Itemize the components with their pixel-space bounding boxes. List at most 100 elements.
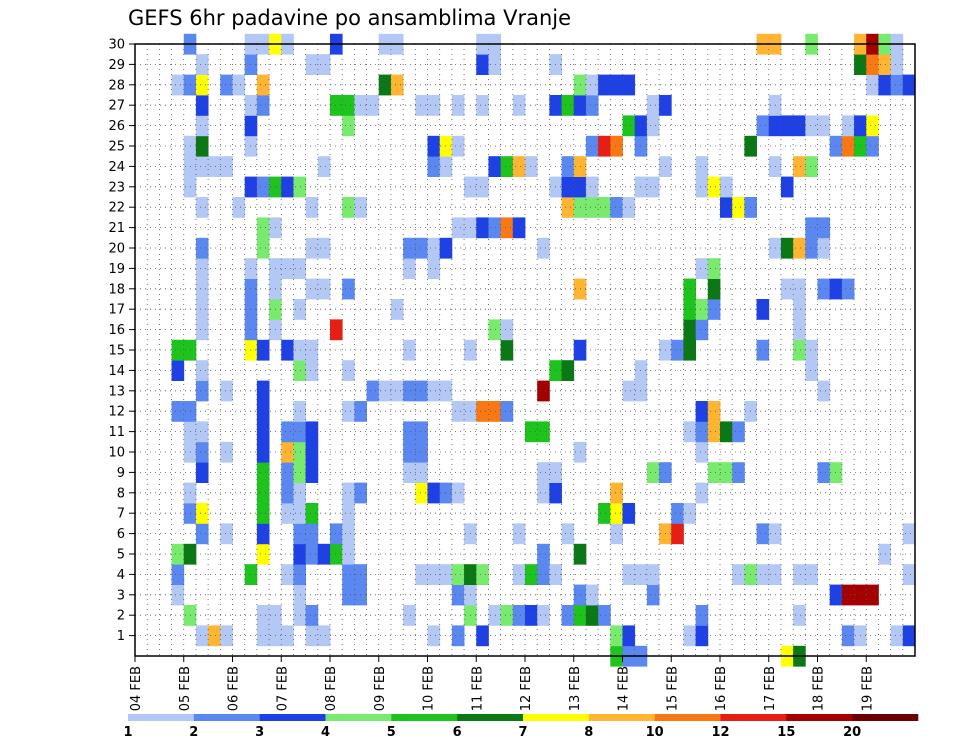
heatmap-cell (561, 605, 575, 626)
heatmap-cell (793, 299, 806, 320)
legend-swatch (654, 714, 721, 721)
heatmap-cell (342, 197, 355, 218)
y-tick-label: 22 (108, 201, 125, 216)
heatmap-cell (902, 564, 916, 585)
x-tick-label: 13 FEB (568, 666, 583, 711)
heatmap-cell (585, 135, 599, 157)
x-axis: 04 FEB 05 FEB 06 FEB 07 FEB 08 FEB 09 FEB 10 F… (129, 656, 875, 711)
heatmap-cell (683, 421, 697, 443)
heatmap-cell (610, 625, 623, 647)
heatmap-cell (622, 380, 636, 402)
heatmap-cell (293, 584, 307, 606)
heatmap-cell (451, 135, 465, 157)
legend-label: 5 (387, 725, 396, 740)
heatmap-cell (305, 503, 319, 524)
heatmap-cell (342, 401, 355, 422)
heatmap-cell (415, 421, 428, 443)
heatmap-cell (525, 421, 538, 443)
heatmap-cell (415, 380, 428, 402)
heatmap-cell (195, 625, 209, 647)
legend-swatch (720, 714, 787, 721)
heatmap-cell (317, 278, 331, 300)
heatmap-cell (305, 441, 319, 463)
heatmap-cell (171, 584, 185, 606)
heatmap-cell (622, 625, 636, 647)
heatmap-cell (195, 258, 209, 279)
heatmap-cell (415, 95, 428, 116)
y-tick-label: 27 (108, 99, 125, 114)
y-tick-label: 15 (108, 344, 125, 359)
heatmap-cell (646, 95, 660, 116)
heatmap-cell (256, 462, 270, 483)
x-tick-label: 14 FEB (617, 666, 632, 711)
heatmap-cell (305, 625, 319, 647)
heatmap-cell (878, 74, 892, 96)
heatmap-cell (707, 299, 721, 320)
heatmap-cell (695, 421, 709, 443)
heatmap-cell (451, 95, 465, 116)
y-tick-label: 26 (108, 119, 125, 134)
heatmap-cell (622, 115, 636, 137)
heatmap-cell (598, 135, 611, 157)
heatmap-cell (707, 462, 721, 483)
heatmap-cell (281, 462, 294, 483)
heatmap-cell (695, 482, 709, 504)
heatmap-cell (695, 625, 709, 647)
heatmap-cell (707, 258, 721, 279)
heatmap-cell (646, 176, 660, 198)
heatmap-cell (220, 74, 233, 96)
heatmap-cell (195, 503, 209, 524)
heatmap-cell (476, 217, 489, 239)
heatmap-cell (805, 360, 818, 381)
heatmap-cell (427, 482, 441, 504)
heatmap-cell (732, 564, 745, 585)
heatmap-cell (732, 197, 745, 218)
heatmap-cell (500, 605, 514, 626)
heatmap-cell (500, 401, 514, 422)
heatmap-cell (305, 605, 319, 626)
y-tick-label: 16 (108, 323, 125, 338)
heatmap-cell (281, 564, 294, 585)
heatmap-cell (171, 74, 185, 96)
legend-label: 8 (584, 725, 593, 740)
heatmap-cell (451, 482, 465, 504)
heatmap-cell (512, 95, 526, 116)
heatmap-cell (902, 625, 916, 647)
x-tick-label: 19 FEB (860, 666, 875, 711)
heatmap-cell (293, 176, 307, 198)
heatmap-cell (195, 462, 209, 483)
legend-label: 2 (189, 725, 198, 740)
heatmap-cell (305, 523, 319, 545)
heatmap-cell (305, 462, 319, 483)
heatmap-cell (281, 625, 294, 647)
heatmap-cell (512, 564, 526, 585)
heatmap-cell (683, 503, 697, 524)
heatmap-cell (585, 74, 599, 96)
y-tick-label: 14 (108, 364, 125, 379)
y-tick-label: 18 (108, 282, 125, 297)
heatmap-cell (293, 503, 307, 524)
grid-lines (135, 43, 915, 656)
y-tick-label: 21 (108, 221, 125, 236)
x-tick-label: 09 FEB (373, 666, 388, 711)
heatmap-cell (317, 625, 331, 647)
heatmap-cell (256, 605, 270, 626)
heatmap-cell (171, 401, 185, 422)
heatmap-cell (720, 421, 733, 443)
x-tick-label: 16 FEB (714, 666, 729, 711)
heatmap-cell (342, 115, 355, 137)
heatmap-cell (403, 441, 416, 463)
heatmap-cell (305, 54, 319, 75)
heatmap-cell (793, 237, 806, 259)
heatmap-cell (342, 95, 355, 116)
y-tick-label: 11 (108, 425, 125, 440)
heatmap-cell (622, 503, 636, 524)
heatmap-cell (195, 421, 209, 443)
heatmap-cell (427, 564, 441, 585)
heatmap-cell (646, 584, 660, 606)
heatmap-cell (293, 421, 307, 443)
heatmap-cell (317, 156, 331, 177)
y-tick-label: 28 (108, 78, 125, 93)
heatmap-cell (195, 360, 209, 381)
heatmap-cell (403, 462, 416, 483)
